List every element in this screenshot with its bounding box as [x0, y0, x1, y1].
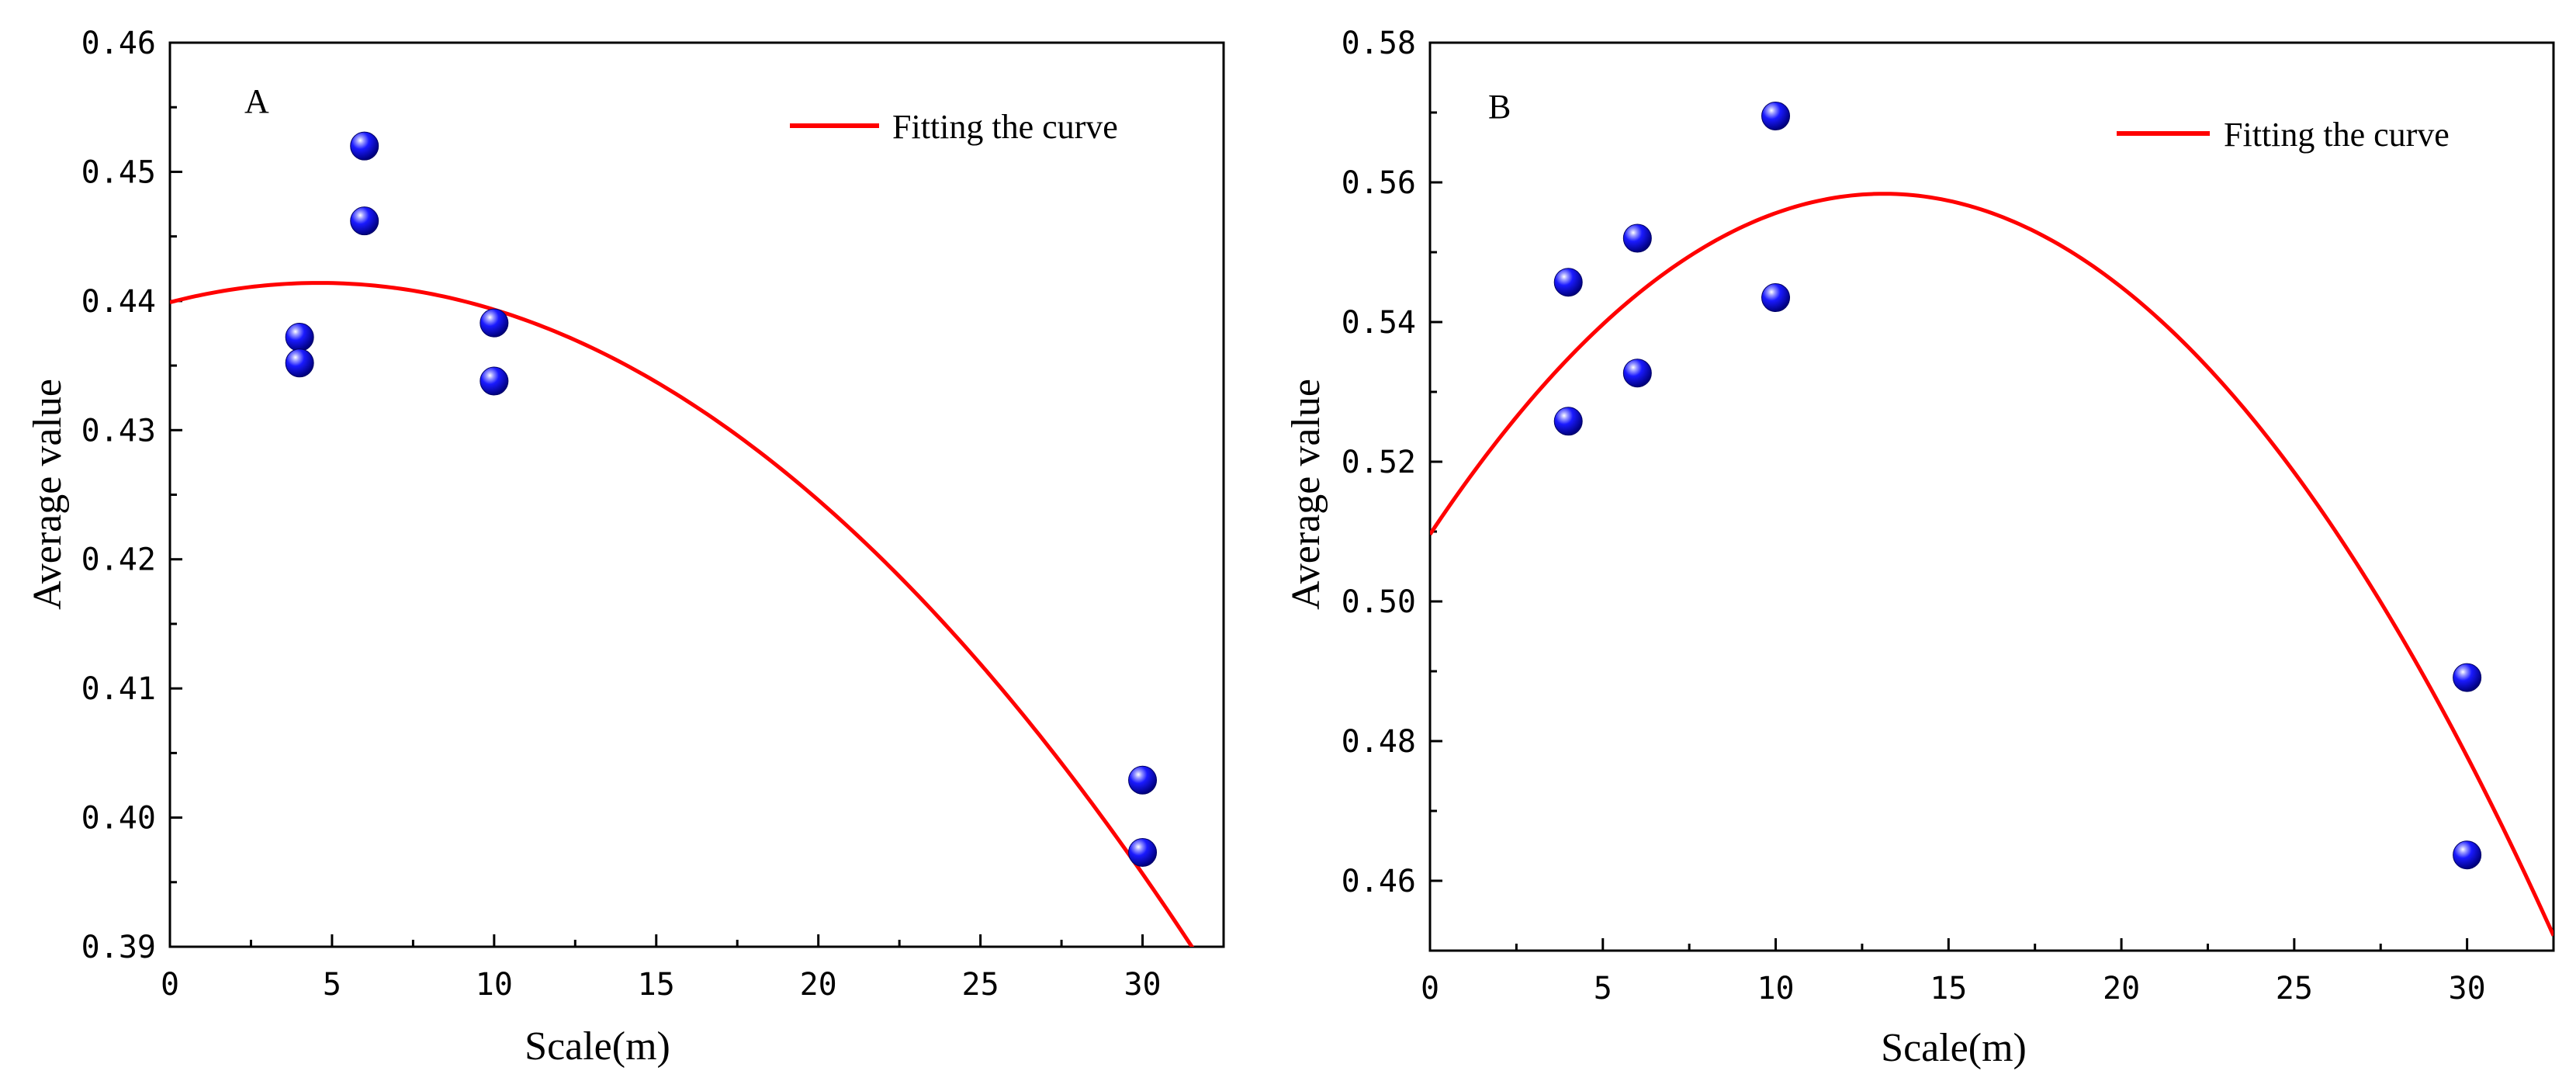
data-point-a: [1128, 765, 1158, 795]
data-point-a: [285, 348, 314, 378]
y-tick-label-a: 0.45: [81, 154, 156, 190]
chart-panel-a: 0 5 10 15 20 25 30 0.39 0.40 0.41 0.42 0.43 0.44 0.45…: [26, 26, 1225, 1069]
data-point-b: [1761, 102, 1791, 130]
plot-frame-a: [168, 41, 1225, 948]
x-tick-label-b: 30: [2449, 971, 2486, 1007]
y-tick-label-a: 0.39: [81, 930, 156, 965]
panel-label-b: B: [1488, 88, 1511, 126]
data-points-a: [285, 131, 1158, 868]
fit-curve-a: [170, 281, 1195, 947]
data-point-a: [480, 308, 509, 338]
axis-ticks-b: 0 5 10 15 20 25 30 0.46 0.48 0.50 0.52 0.54 0.56 0.58: [1342, 26, 2555, 1007]
y-tick-label-a: 0.44: [81, 284, 156, 320]
axis-ticks-a: 0 5 10 15 20 25 30 0.39 0.40 0.41 0.42 0.43 0.44 0.45…: [81, 26, 1225, 1003]
y-tick-label-a: 0.46: [81, 26, 156, 61]
y-tick-label-b: 0.52: [1342, 445, 1416, 480]
y-tick-label-b: 0.56: [1342, 165, 1416, 201]
x-tick-label-a: 10: [476, 967, 513, 1003]
data-points-b: [1553, 102, 2482, 870]
plot-frame-b: [1428, 41, 2555, 952]
x-tick-label-a: 15: [638, 967, 675, 1003]
x-tick-label-b: 20: [2103, 971, 2140, 1007]
y-tick-label-b: 0.48: [1342, 724, 1416, 760]
y-tick-label-a: 0.40: [81, 801, 156, 837]
data-point-b: [2453, 840, 2482, 870]
data-point-a: [1128, 838, 1158, 868]
data-point-a: [285, 322, 314, 352]
y-tick-label-b: 0.46: [1342, 864, 1416, 899]
data-point-a: [480, 366, 509, 396]
y-axis-title-a: Average value: [26, 379, 70, 610]
x-tick-label-b: 5: [1594, 971, 1612, 1007]
y-axis-title-b: Average value: [1284, 379, 1328, 610]
x-tick-label-b: 15: [1930, 971, 1967, 1007]
data-point-b: [1761, 283, 1791, 312]
data-point-b: [2453, 663, 2482, 692]
fit-curve-b: [1430, 192, 2553, 937]
y-tick-label-a: 0.43: [81, 413, 156, 449]
y-tick-label-b: 0.54: [1342, 305, 1416, 341]
y-tick-label-b: 0.58: [1342, 26, 1416, 61]
chart-panel-b: 0 5 10 15 20 25 30 0.46 0.48 0.50 0.52 0.54 0.56 0.58…: [1284, 26, 2555, 1070]
data-point-a: [350, 131, 379, 161]
legend-label-b: Fitting the curve: [2224, 116, 2450, 154]
x-tick-label-b: 0: [1421, 971, 1439, 1007]
panel-label-a: A: [244, 82, 269, 120]
x-tick-label-b: 25: [2276, 971, 2313, 1007]
data-point-b: [1622, 359, 1652, 388]
y-tick-label-a: 0.41: [81, 671, 156, 707]
legend-label-a: Fitting the curve: [892, 108, 1118, 146]
data-point-a: [350, 206, 379, 236]
data-point-b: [1622, 223, 1652, 253]
data-point-b: [1553, 268, 1583, 297]
y-tick-label-a: 0.42: [81, 542, 156, 578]
x-tick-label-b: 10: [1757, 971, 1794, 1007]
x-axis-title-b: Scale(m): [1881, 1026, 2027, 1070]
x-tick-label-a: 25: [962, 967, 999, 1003]
x-tick-label-a: 5: [323, 967, 341, 1003]
x-tick-label-a: 0: [161, 967, 179, 1003]
data-point-b: [1553, 407, 1583, 436]
x-tick-label-a: 30: [1124, 967, 1161, 1003]
y-tick-label-b: 0.50: [1342, 584, 1416, 620]
x-axis-title-a: Scale(m): [525, 1024, 670, 1069]
x-tick-label-a: 20: [800, 967, 837, 1003]
